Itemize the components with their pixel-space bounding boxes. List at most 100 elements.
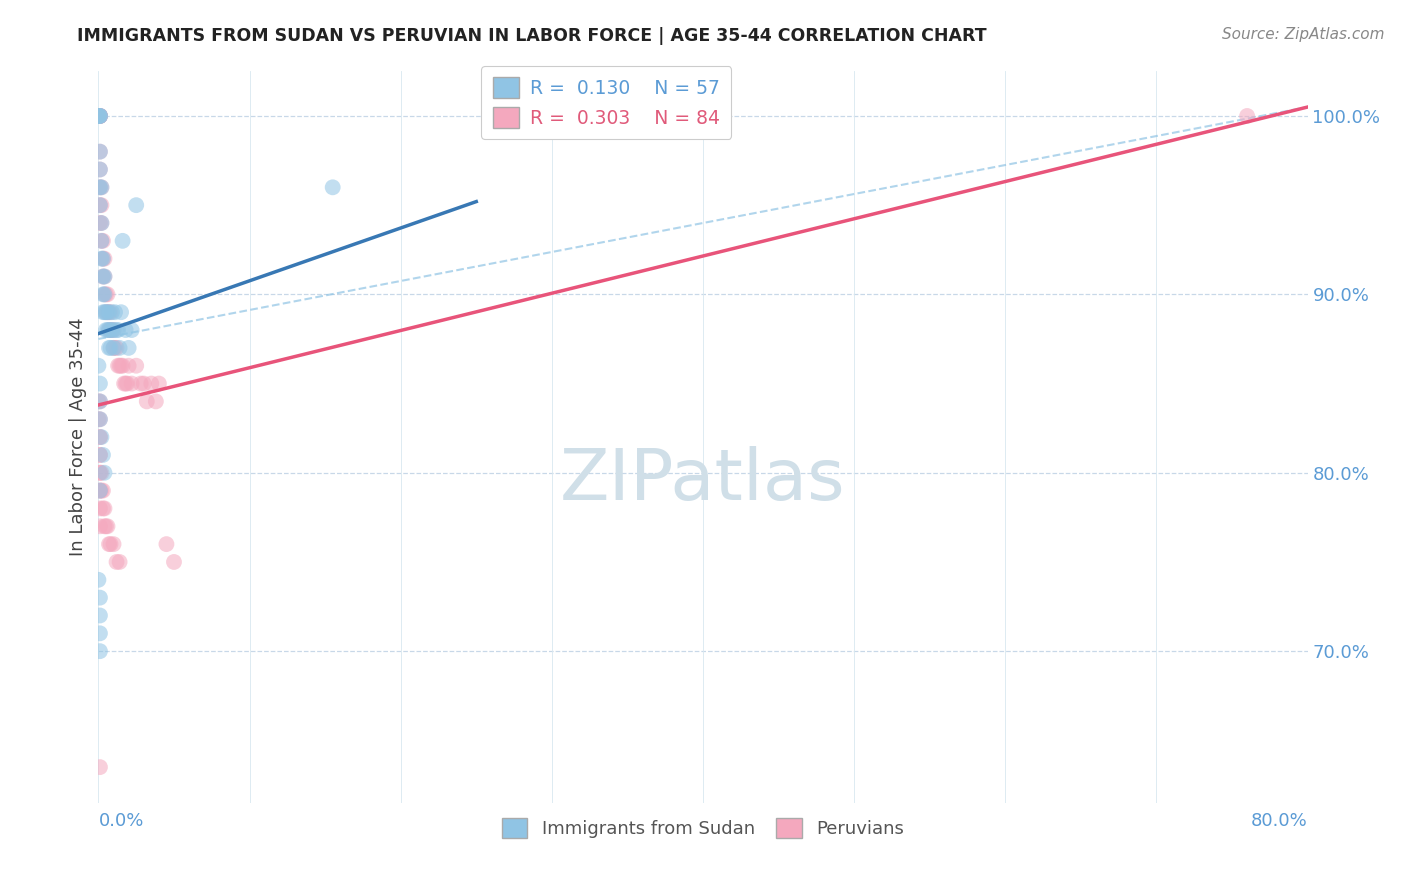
Point [89,109,111,123]
Point [89,466,111,480]
Point [107,359,129,373]
Point [98,305,121,319]
Point [108,359,131,373]
Point [90,234,112,248]
Point [89,198,111,212]
Point [104,341,127,355]
Point [107,323,129,337]
Point [148,376,170,391]
Text: 0.0%: 0.0% [98,812,143,830]
Point [89,376,111,391]
Point [89,760,111,774]
Point [89,608,111,623]
Point [89,162,111,177]
Y-axis label: In Labor Force | Age 35-44: In Labor Force | Age 35-44 [69,318,87,557]
Point [89,180,111,194]
Point [90,466,112,480]
Point [93,305,115,319]
Point [135,394,157,409]
Point [89,109,111,123]
Point [1236,109,1258,123]
Point [89,394,111,409]
Point [108,555,131,569]
Point [132,376,155,391]
Point [112,376,135,391]
Point [87,109,110,123]
Point [91,252,114,266]
Point [89,109,111,123]
Point [89,501,111,516]
Point [91,269,114,284]
Point [104,305,127,319]
Point [91,305,114,319]
Point [89,162,111,177]
Point [91,448,114,462]
Point [110,305,132,319]
Point [93,519,115,533]
Point [87,573,110,587]
Point [87,394,110,409]
Point [114,376,136,391]
Point [89,109,111,123]
Point [96,305,118,319]
Point [89,483,111,498]
Point [89,109,111,123]
Point [89,483,111,498]
Point [89,109,111,123]
Point [93,287,115,301]
Point [118,359,141,373]
Point [91,483,114,498]
Point [93,269,115,284]
Point [89,198,111,212]
Point [93,269,115,284]
Point [125,359,148,373]
Point [91,234,114,248]
Point [89,412,111,426]
Point [98,341,121,355]
Point [90,216,112,230]
Point [103,341,125,355]
Point [89,430,111,444]
Point [110,359,132,373]
Text: IMMIGRANTS FROM SUDAN VS PERUVIAN IN LABOR FORCE | AGE 35-44 CORRELATION CHART: IMMIGRANTS FROM SUDAN VS PERUVIAN IN LAB… [77,27,987,45]
Point [94,323,117,337]
Point [89,109,111,123]
Point [121,376,143,391]
Text: Source: ZipAtlas.com: Source: ZipAtlas.com [1222,27,1385,42]
Point [96,287,118,301]
Point [129,376,152,391]
Point [87,109,110,123]
Point [87,359,110,373]
Point [89,448,111,462]
Point [90,430,112,444]
Point [89,180,111,194]
Point [90,198,112,212]
Point [100,323,122,337]
Point [98,323,121,337]
Point [89,466,111,480]
Point [163,555,186,569]
Point [93,287,115,301]
Point [94,287,117,301]
Point [100,341,122,355]
Point [91,501,114,516]
Point [98,323,121,337]
Point [90,180,112,194]
Point [155,537,177,551]
Point [89,145,111,159]
Point [89,519,111,533]
Point [94,305,117,319]
Point [100,323,122,337]
Point [96,323,118,337]
Point [114,323,136,337]
Point [141,376,163,391]
Point [89,412,111,426]
Point [105,323,128,337]
Point [101,323,124,337]
Point [90,252,112,266]
Point [87,412,110,426]
Point [96,519,118,533]
Point [322,180,344,194]
Point [90,216,112,230]
Point [89,644,111,658]
